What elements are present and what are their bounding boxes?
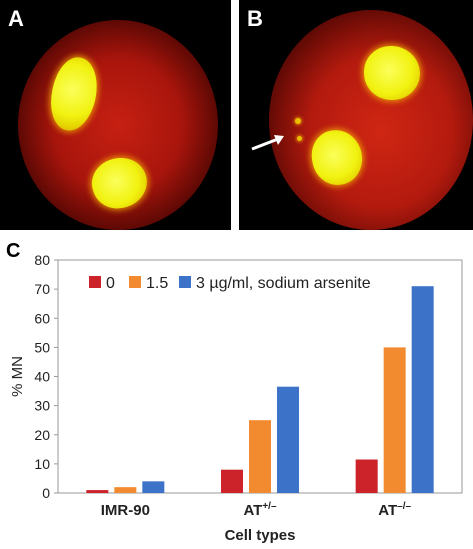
x-tick-label: IMR-90 <box>101 502 150 519</box>
legend-label-1: 1.5 <box>146 275 168 292</box>
bar-2-0 <box>142 481 165 493</box>
micrograph-panel-a: A <box>0 0 231 230</box>
bar-1-0 <box>114 487 137 493</box>
micrograph-panel-b: B <box>239 0 473 230</box>
cell-cytoplasm-b <box>269 10 473 230</box>
x-tick-label: AT+/– <box>243 501 277 519</box>
y-tick-label: 40 <box>34 369 50 385</box>
x-axis-label: Cell types <box>225 527 296 544</box>
legend-swatch-2 <box>179 276 191 288</box>
x-tick-label: AT–/– <box>378 501 411 519</box>
bar-2-2 <box>411 286 434 493</box>
y-tick-label: 70 <box>34 281 50 297</box>
panel-b-label: B <box>247 6 263 31</box>
panel-a-label: A <box>8 6 24 31</box>
legend-label-0: 0 <box>106 275 115 292</box>
y-tick-label: 50 <box>34 339 50 355</box>
y-tick-label: 0 <box>42 485 50 501</box>
micronuclei-bar-chart: 0 10 20 30 40 50 60 70 80 % MN IMR-90 AT+/– AT–/– Cel… <box>9 252 463 544</box>
bar-1-1 <box>249 420 271 493</box>
bar-2-1 <box>277 386 299 493</box>
y-tick-label: 30 <box>34 398 50 414</box>
micronucleus-dot-1 <box>295 118 301 124</box>
bar-0-0 <box>86 490 109 493</box>
y-tick-label: 80 <box>34 252 50 268</box>
bar-0-2 <box>355 459 378 493</box>
bar-0-1 <box>221 469 243 493</box>
bar-1-2 <box>383 347 406 493</box>
legend-label-2: 3 µg/ml, sodium arsenite <box>196 275 371 292</box>
y-tick-label: 20 <box>34 427 50 443</box>
y-tick-label: 60 <box>34 310 50 326</box>
nucleus-b-upper <box>364 46 420 100</box>
y-tick-label: 10 <box>34 456 50 472</box>
legend-swatch-1 <box>129 276 141 288</box>
panel-c-label: C <box>6 240 21 262</box>
arrow-icon <box>251 135 284 151</box>
legend-swatch-0 <box>89 276 101 288</box>
micronucleus-dot-2 <box>297 136 302 141</box>
y-axis-label: % MN <box>9 356 26 397</box>
